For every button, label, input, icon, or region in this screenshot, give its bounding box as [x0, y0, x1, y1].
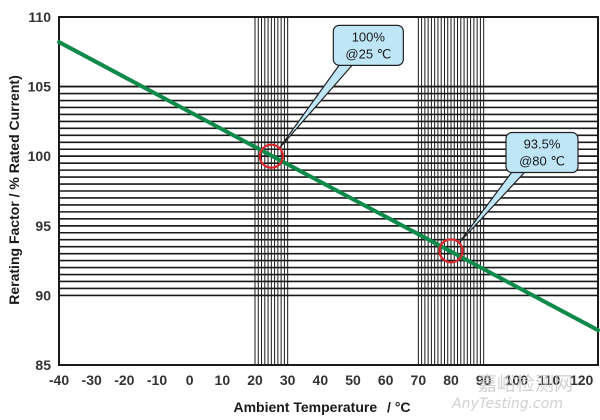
x-tick-labels: -40 -30 -20 -10 0 10 20 30 40 50 60 70 80 90 100 110 120 [49, 372, 594, 388]
y-tick-label: 95 [35, 218, 51, 234]
x-axis-label-text: Ambient Temperature [233, 399, 377, 415]
x-tick-label: 120 [570, 372, 594, 388]
x-tick-label: 50 [345, 372, 361, 388]
x-tick-label: -20 [114, 372, 134, 388]
x-tick-label: 80 [443, 372, 459, 388]
x-tick-label: -40 [49, 372, 69, 388]
series-line-0 [57, 40, 600, 333]
grid-layer [58, 16, 599, 366]
x-tick-label: 100 [505, 372, 529, 388]
callout-line: @25 ℃ [345, 46, 391, 61]
x-tick-label: 70 [411, 372, 427, 388]
callout-seam [515, 164, 532, 171]
callout-80: 93.5% @80 ℃ [438, 131, 579, 264]
plot-border [58, 16, 599, 366]
point-marker [438, 238, 464, 264]
x-tick-label: 40 [313, 372, 329, 388]
y-axis-label: Rerating Factor / % Rated Current) [6, 75, 22, 304]
callout-line: @80 ℃ [519, 154, 565, 169]
x-tick-label: 90 [476, 372, 492, 388]
x-tick-label: 10 [215, 372, 231, 388]
watermark-en: AnyTesting.com [451, 396, 563, 412]
watermark-cn: 嘉峪检测网 [478, 373, 573, 395]
y-tick-labels: 85 90 95 100 105 110 [28, 9, 52, 373]
callout-box [505, 131, 579, 174]
y-tick-label: 85 [35, 357, 51, 373]
callout-seam [342, 57, 360, 64]
callout-line: 93.5% [524, 137, 561, 152]
callout-box [332, 24, 404, 66]
watermark: 嘉峪检测网 AnyTesting.com [451, 373, 573, 412]
y-tick-label: 105 [28, 79, 52, 95]
x-tick-label: 20 [247, 372, 263, 388]
x-tick-label: 110 [538, 372, 561, 388]
series-layer [57, 40, 600, 333]
x-tick-label: 0 [186, 372, 194, 388]
x-tick-label: 60 [378, 372, 394, 388]
x-axis-unit: °C [395, 399, 411, 415]
annotation-layer: 100% @25 ℃ 93.5% @80 ℃ [258, 24, 579, 264]
x-tick-label: 30 [280, 372, 296, 388]
y-tick-label: 110 [28, 9, 51, 25]
y-tick-label: 90 [35, 287, 51, 303]
x-axis-label: Ambient Temperature / °C [233, 399, 410, 415]
x-tick-label: -30 [82, 372, 102, 388]
point-marker [258, 143, 284, 169]
callout-line: 100% [352, 29, 386, 44]
x-tick-label: -10 [147, 372, 167, 388]
y-tick-label: 100 [28, 148, 52, 164]
callout-25: 100% @25 ℃ [258, 24, 404, 169]
